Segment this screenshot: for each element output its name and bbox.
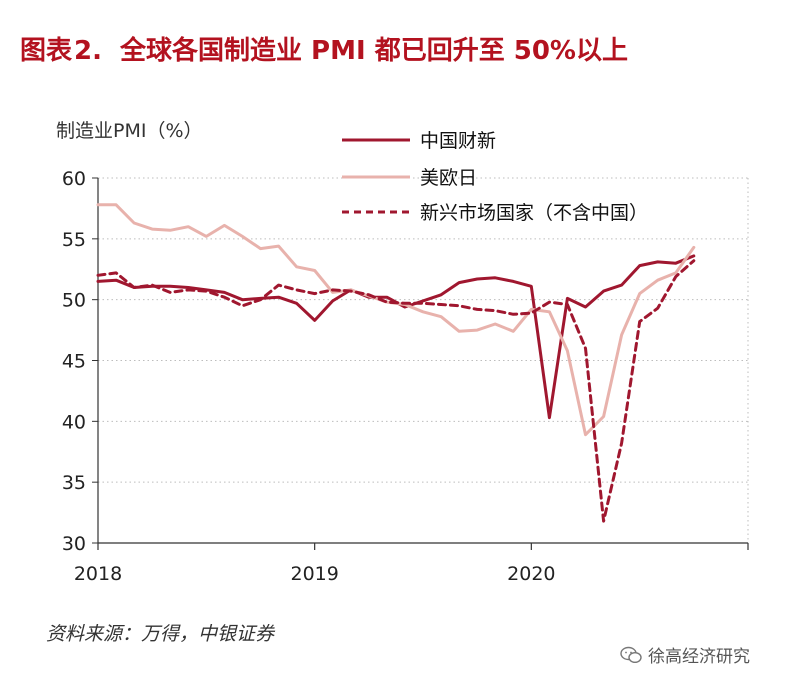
title-text: 全球各国制造业 PMI 都已回升至 50%以上 [119,36,628,66]
watermark: 徐高经济研究 [620,642,750,667]
y-tick-label: 60 [62,168,86,190]
wechat-icon [620,646,642,663]
title-prefix: 图表 [20,36,73,66]
legend-label-1: 中国财新 [420,130,496,152]
y-axis-label: 制造业PMI（%） [56,120,203,142]
title-number: 2. [74,36,102,66]
x-tick-label: 2018 [74,563,122,585]
legend-label-3: 新兴市场国家（不含中国） [420,202,648,224]
series-lines [96,203,696,523]
watermark-text: 徐高经济研究 [648,647,750,667]
x-tick-label: 2020 [507,563,555,585]
y-tick-label: 55 [62,229,86,251]
y-tick-label: 30 [62,533,86,555]
x-tick-label: 2019 [290,563,338,585]
series-line-3 [96,259,696,523]
chart-title: 图表2. 全球各国制造业 PMI 都已回升至 50%以上 [20,30,628,67]
gridlines [98,177,749,543]
y-tick-label: 35 [62,472,86,494]
y-tick-label: 45 [62,351,86,373]
y-tick-label: 40 [62,411,86,433]
legend-label-2: 美欧日 [420,167,477,189]
tick-labels: 30 35 40 45 50 55 60 2018 2019 2020 [62,168,556,585]
source-note: 资料来源：万得，中银证券 [46,623,275,645]
y-tick-label: 50 [62,290,86,312]
axes [92,177,749,550]
series-line-1 [96,254,696,420]
